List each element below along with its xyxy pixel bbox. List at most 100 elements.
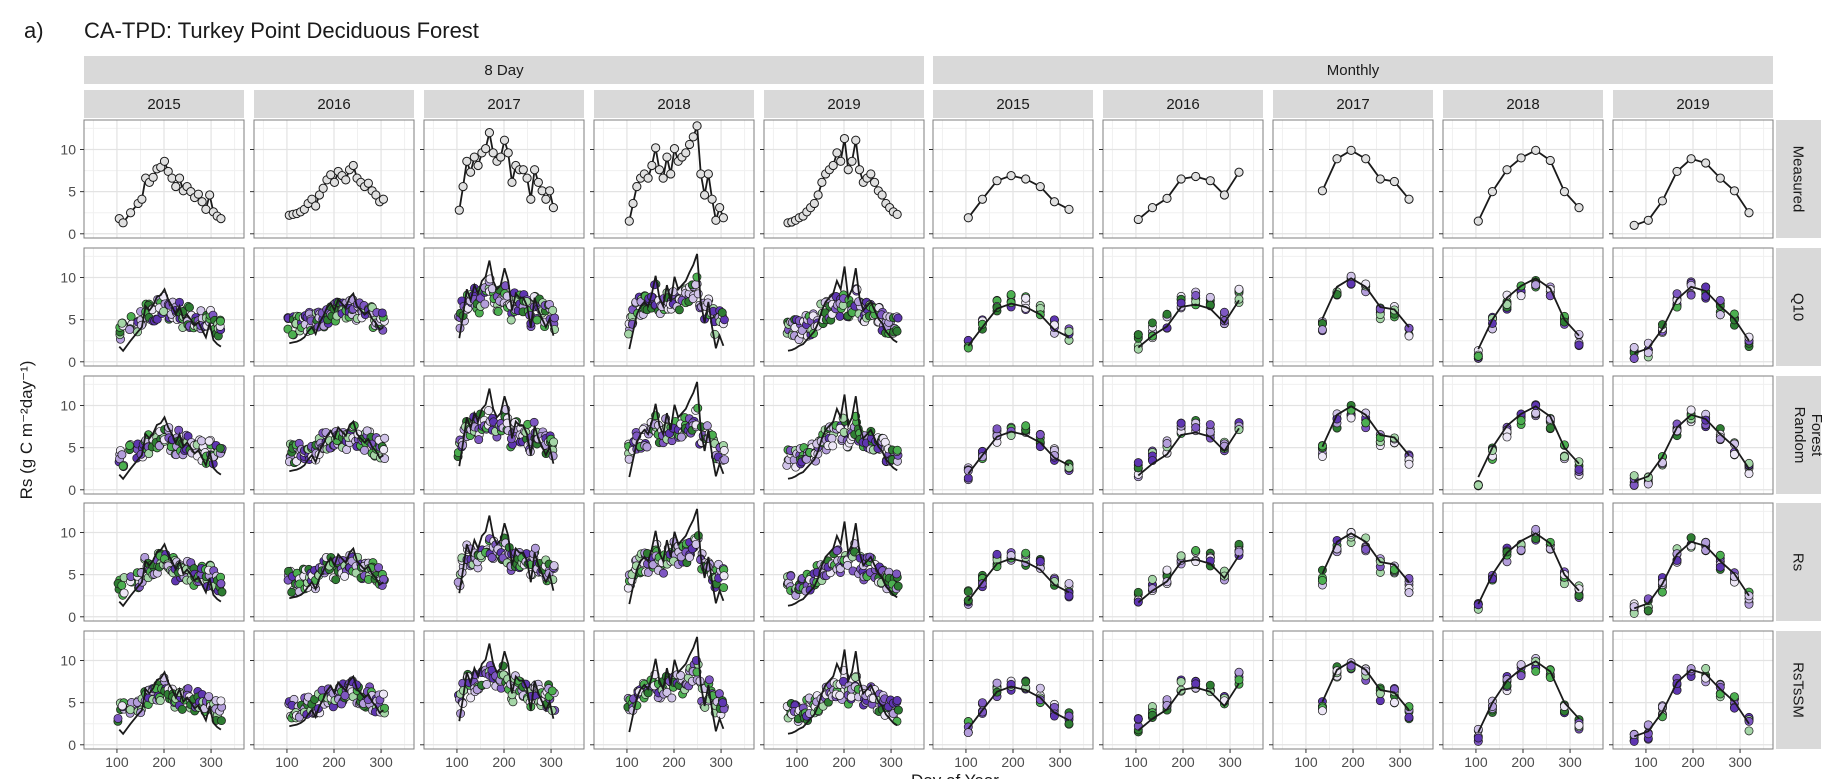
model-point bbox=[685, 552, 694, 562]
measured-point bbox=[529, 165, 540, 175]
measured-point bbox=[1006, 171, 1016, 181]
measured-point bbox=[1516, 153, 1526, 163]
model-point bbox=[119, 588, 129, 598]
y-axis-label: Rs (g C m⁻²day⁻¹) bbox=[17, 361, 36, 500]
x-tick-label: 100 bbox=[615, 754, 639, 770]
measured-point bbox=[839, 133, 850, 144]
model-point bbox=[1205, 680, 1215, 690]
y-tick-label: 10 bbox=[60, 398, 76, 414]
model-point bbox=[702, 421, 712, 431]
measured-point bbox=[1205, 176, 1215, 186]
measured-point bbox=[1049, 197, 1060, 207]
model-point bbox=[547, 686, 557, 696]
x-tick-label: 200 bbox=[1681, 754, 1705, 770]
model-point bbox=[963, 343, 973, 353]
facet-panel: 0 5 10 100 200 300 bbox=[60, 630, 245, 770]
facet-panel bbox=[1269, 375, 1434, 495]
measured-point bbox=[537, 186, 547, 196]
facet-panel bbox=[1269, 502, 1434, 622]
figure-title: CA-TPD: Turkey Point Deciduous Forest bbox=[84, 18, 479, 43]
model-point bbox=[1715, 310, 1725, 320]
model-point bbox=[197, 436, 207, 446]
year-strip-label: 2018 bbox=[657, 96, 690, 113]
model-point bbox=[185, 302, 194, 312]
model-point bbox=[1317, 575, 1327, 585]
model-point bbox=[377, 308, 387, 318]
model-point bbox=[1234, 667, 1244, 677]
panel-border bbox=[593, 247, 755, 367]
model-point bbox=[1629, 353, 1639, 363]
measured-point bbox=[1574, 203, 1584, 213]
measured-point bbox=[533, 177, 543, 187]
measured-point bbox=[1686, 154, 1696, 164]
measured-point bbox=[496, 152, 506, 162]
panel-border bbox=[423, 375, 585, 495]
row-strip bbox=[1776, 376, 1821, 494]
x-axis-label: Day of Year bbox=[911, 771, 999, 779]
measured-point bbox=[118, 218, 128, 228]
group-strip bbox=[933, 56, 1773, 84]
measured-point bbox=[148, 172, 158, 182]
model-point bbox=[480, 299, 490, 309]
x-tick-label: 200 bbox=[152, 754, 176, 770]
measured-point bbox=[1346, 145, 1356, 155]
model-point bbox=[1234, 547, 1244, 557]
model-point bbox=[1404, 331, 1414, 341]
model-point bbox=[530, 543, 540, 553]
facet-panel bbox=[929, 119, 1094, 239]
panel-border bbox=[932, 247, 1094, 367]
year-strip-label: 2017 bbox=[1336, 96, 1369, 113]
y-tick-label: 10 bbox=[60, 142, 76, 158]
model-point bbox=[1317, 452, 1327, 461]
row-strip-label: Q10 bbox=[1790, 293, 1807, 321]
panel-border bbox=[1102, 247, 1264, 367]
measured-point bbox=[977, 194, 988, 204]
model-point bbox=[1021, 293, 1031, 303]
model-point bbox=[1715, 295, 1725, 305]
measured-point bbox=[465, 167, 476, 177]
panel-border bbox=[253, 119, 415, 239]
y-tick-label: 0 bbox=[68, 609, 76, 625]
measured-point bbox=[348, 160, 358, 171]
model-point bbox=[1035, 557, 1045, 566]
measured-point bbox=[1502, 165, 1512, 175]
model-point bbox=[1219, 307, 1229, 317]
x-tick-label: 200 bbox=[1001, 754, 1025, 770]
model-point bbox=[1744, 726, 1754, 736]
measured-point bbox=[378, 194, 389, 204]
model-point bbox=[852, 284, 862, 294]
model-point bbox=[484, 406, 494, 415]
facet-panel bbox=[760, 247, 925, 367]
model-point bbox=[1744, 469, 1754, 479]
model-point bbox=[893, 313, 903, 323]
model-point bbox=[1234, 284, 1244, 294]
x-tick-label: 100 bbox=[445, 754, 469, 770]
model-point bbox=[1516, 545, 1526, 555]
measured-point bbox=[718, 213, 729, 223]
panel-border bbox=[932, 119, 1094, 239]
model-point bbox=[118, 461, 128, 471]
panel-border bbox=[83, 247, 245, 367]
facet-panel bbox=[1439, 247, 1604, 367]
model-point bbox=[529, 417, 539, 427]
measured-point bbox=[488, 148, 498, 158]
model-point bbox=[159, 306, 169, 316]
model-point bbox=[549, 561, 559, 571]
measured-point bbox=[662, 152, 672, 162]
model-point bbox=[1176, 418, 1186, 428]
measured-point bbox=[171, 181, 181, 192]
model-point bbox=[340, 571, 350, 581]
model-point bbox=[1147, 318, 1157, 328]
row-strip bbox=[1776, 248, 1821, 366]
facet-panel bbox=[929, 375, 1094, 495]
measured-point bbox=[174, 173, 185, 183]
model-point bbox=[1021, 421, 1031, 431]
measured-line bbox=[458, 388, 555, 467]
facet-panel: 0 5 10 bbox=[60, 247, 245, 370]
model-point bbox=[1064, 579, 1074, 588]
measured-point bbox=[688, 132, 698, 142]
model-point bbox=[1574, 464, 1584, 474]
facet-panel bbox=[760, 502, 925, 622]
measured-point bbox=[1162, 193, 1172, 203]
model-point bbox=[1133, 344, 1143, 354]
